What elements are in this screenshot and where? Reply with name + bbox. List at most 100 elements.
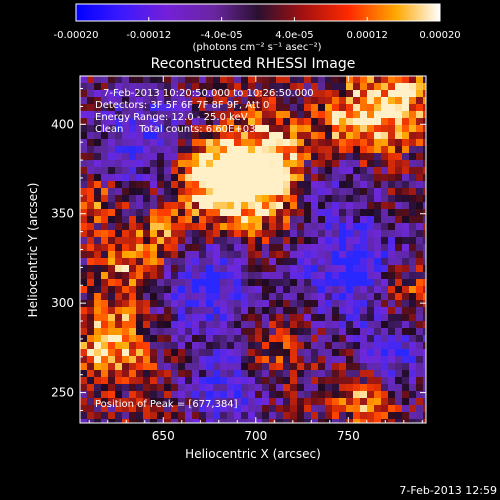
heatmap-cell: [171, 139, 178, 146]
heatmap-cell: [80, 125, 87, 132]
heatmap-cell: [304, 76, 311, 83]
heatmap-cell: [129, 419, 136, 423]
heatmap-cell: [171, 76, 178, 83]
heatmap-cell: [346, 125, 353, 132]
heatmap-cell: [276, 209, 283, 216]
heatmap-cell: [360, 391, 367, 398]
heatmap-cell: [311, 412, 318, 419]
heatmap-cell: [199, 349, 206, 356]
heatmap-cell: [185, 139, 192, 146]
heatmap-cell: [108, 90, 115, 97]
heatmap-cell: [87, 363, 94, 370]
heatmap-cell: [171, 216, 178, 223]
heatmap-cell: [129, 97, 136, 104]
heatmap-cell: [388, 356, 395, 363]
heatmap-cell: [157, 104, 164, 111]
heatmap-cell: [332, 377, 339, 384]
heatmap-cell: [367, 181, 374, 188]
heatmap-cell: [94, 251, 101, 258]
heatmap-cell: [248, 90, 255, 97]
heatmap-cell: [304, 342, 311, 349]
heatmap-cell: [136, 202, 143, 209]
heatmap-cell: [192, 391, 199, 398]
heatmap-cell: [388, 139, 395, 146]
heatmap-cell: [185, 321, 192, 328]
heatmap-cell: [94, 132, 101, 139]
heatmap-cell: [318, 202, 325, 209]
heatmap-cell: [129, 307, 136, 314]
heatmap-cell: [360, 286, 367, 293]
heatmap-cell: [206, 279, 213, 286]
heatmap-cell: [402, 356, 409, 363]
heatmap-cell: [269, 237, 276, 244]
heatmap-cell: [101, 405, 108, 412]
heatmap-cell: [80, 279, 87, 286]
heatmap-cell: [206, 139, 213, 146]
heatmap-cell: [192, 195, 199, 202]
heatmap-cell: [297, 111, 304, 118]
heatmap-cell: [220, 139, 227, 146]
heatmap-cell: [353, 90, 360, 97]
heatmap-cell: [332, 118, 339, 125]
heatmap-cell: [262, 251, 269, 258]
heatmap-cell: [178, 181, 185, 188]
heatmap-cell: [136, 139, 143, 146]
heatmap-cell: [409, 307, 416, 314]
heatmap-cell: [150, 251, 157, 258]
heatmap-cell: [101, 377, 108, 384]
heatmap-cell: [108, 202, 115, 209]
heatmap-cell: [388, 90, 395, 97]
heatmap-cell: [255, 349, 262, 356]
heatmap-cell: [248, 300, 255, 307]
heatmap-cell: [367, 174, 374, 181]
heatmap-cell: [227, 244, 234, 251]
heatmap-cell: [122, 342, 129, 349]
heatmap-cell: [101, 384, 108, 391]
heatmap-cell: [311, 405, 318, 412]
heatmap-cell: [220, 83, 227, 90]
heatmap-cell: [423, 370, 426, 377]
heatmap-cell: [220, 419, 227, 423]
heatmap-cell: [360, 132, 367, 139]
heatmap-cell: [346, 342, 353, 349]
y-tick-label: 400: [51, 117, 74, 131]
heatmap-cell: [325, 258, 332, 265]
heatmap-cell: [409, 160, 416, 167]
heatmap-cell: [388, 83, 395, 90]
heatmap-cell: [192, 76, 199, 83]
heatmap-cell: [416, 412, 423, 419]
heatmap-cell: [381, 300, 388, 307]
heatmap-cell: [227, 412, 234, 419]
heatmap-cell: [248, 244, 255, 251]
heatmap-cell: [178, 167, 185, 174]
heatmap-cell: [255, 244, 262, 251]
heatmap-cell: [241, 286, 248, 293]
heatmap-cell: [360, 97, 367, 104]
heatmap-cell: [171, 209, 178, 216]
heatmap-cell: [346, 195, 353, 202]
heatmap-cell: [325, 160, 332, 167]
heatmap-cell: [241, 321, 248, 328]
heatmap-cell: [304, 216, 311, 223]
heatmap-cell: [339, 111, 346, 118]
heatmap-cell: [178, 195, 185, 202]
heatmap-cell: [241, 132, 248, 139]
heatmap-cell: [262, 195, 269, 202]
heatmap-cell: [157, 279, 164, 286]
heatmap-cell: [80, 405, 87, 412]
heatmap-cell: [388, 230, 395, 237]
heatmap-cell: [325, 90, 332, 97]
heatmap-cell: [220, 391, 227, 398]
heatmap-cell: [206, 83, 213, 90]
heatmap-cell: [234, 237, 241, 244]
heatmap-cell: [297, 279, 304, 286]
heatmap-cell: [318, 118, 325, 125]
heatmap-cell: [332, 265, 339, 272]
heatmap-cell: [150, 76, 157, 83]
heatmap-cell: [255, 286, 262, 293]
heatmap-cell: [360, 195, 367, 202]
heatmap-cell: [269, 97, 276, 104]
heatmap-cell: [94, 125, 101, 132]
heatmap-cell: [206, 293, 213, 300]
heatmap-cell: [339, 251, 346, 258]
